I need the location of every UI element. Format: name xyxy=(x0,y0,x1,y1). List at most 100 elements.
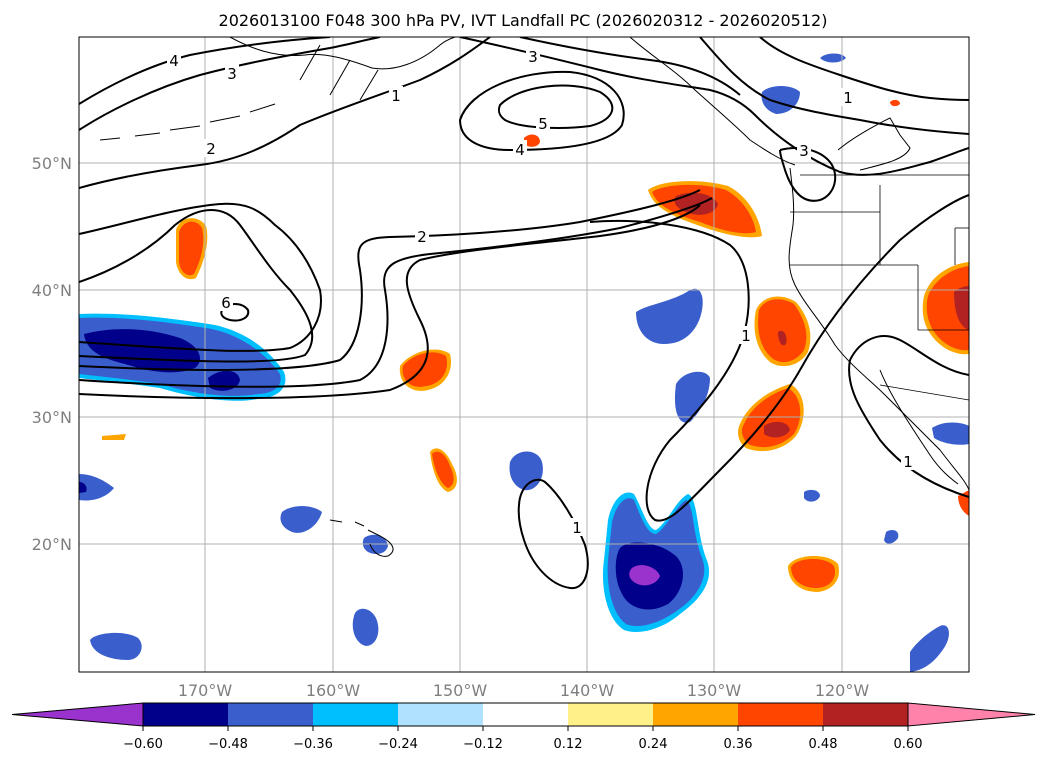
latitude-label: 30°N xyxy=(32,408,72,427)
contour-label: 2 xyxy=(417,228,427,246)
coastline xyxy=(879,369,959,485)
anomaly-blob xyxy=(926,266,969,351)
anomaly-blob xyxy=(804,489,820,502)
anomaly-blob xyxy=(890,99,900,107)
colorbar-tick-label: 0.24 xyxy=(639,737,668,752)
latitude-label: 40°N xyxy=(32,281,72,300)
coastline xyxy=(329,519,394,557)
coastline xyxy=(788,167,969,491)
colorbar-extend-max xyxy=(907,702,1036,727)
anomaly-blob xyxy=(674,371,710,423)
pv-contour xyxy=(699,37,969,135)
anomaly-blob xyxy=(352,608,379,646)
state-borders xyxy=(790,174,969,401)
colorbar-segment xyxy=(398,703,483,726)
latitude-label: 20°N xyxy=(32,535,72,554)
colorbar-tick-label: 0.48 xyxy=(809,737,838,752)
colorbar-segment xyxy=(483,703,568,726)
colorbar-segment xyxy=(568,703,653,726)
colorbar-tick-label: −0.24 xyxy=(378,737,418,752)
anomaly-blob xyxy=(629,565,660,586)
pv-contour xyxy=(848,335,969,498)
pv-contour xyxy=(519,37,741,96)
pv-contour xyxy=(79,197,713,388)
anomaly-blob xyxy=(102,434,126,440)
pv-contour xyxy=(220,303,250,322)
pv-contours xyxy=(79,37,969,590)
colorbar-segment xyxy=(313,703,398,726)
anomaly-blob xyxy=(524,134,540,147)
coastlines xyxy=(99,37,969,557)
pv-contour xyxy=(589,194,969,522)
shaded-anomalies xyxy=(79,53,969,672)
anomaly-blob xyxy=(764,421,790,438)
colorbar-tick-label: −0.12 xyxy=(463,737,503,752)
anomaly-blob xyxy=(820,53,846,63)
contour-label: 3 xyxy=(227,65,237,83)
pv-contour xyxy=(517,478,589,590)
contour-label: 6 xyxy=(221,294,231,312)
contour-label-bg xyxy=(570,518,584,536)
contour-label-bg xyxy=(901,452,915,470)
colorbar-tick-label: −0.48 xyxy=(208,737,248,752)
contour-label-bg xyxy=(204,139,218,157)
anomaly-blob xyxy=(932,422,969,445)
anomaly-blob xyxy=(791,558,836,588)
anomaly-blob xyxy=(79,482,87,493)
pv-contour xyxy=(759,37,969,101)
latitude-labels: 50°N 40°N 30°N 20°N xyxy=(32,154,72,554)
pv-contour xyxy=(459,37,969,176)
anomaly-blob xyxy=(79,474,114,501)
contour-label-bg xyxy=(536,114,550,132)
colorbar-tick-label: −0.36 xyxy=(293,737,333,752)
figure-title: 2026013100 F048 300 hPa PV, IVT Landfall… xyxy=(219,11,828,30)
anomaly-blob xyxy=(179,221,204,276)
anomaly-blob xyxy=(910,625,949,672)
coastline xyxy=(629,37,796,166)
colorbar-segment xyxy=(738,703,823,726)
contour-label: 1 xyxy=(391,87,401,105)
colorbar-segment xyxy=(823,703,908,726)
pv-contour xyxy=(497,84,614,129)
contour-label: 1 xyxy=(903,453,913,471)
map-frame xyxy=(78,36,970,673)
contour-label-bg xyxy=(797,141,811,159)
pv-contour xyxy=(458,70,625,152)
pv-contour xyxy=(79,209,314,363)
colorbar: −0.60 −0.48 −0.36 −0.24 −0.12 0.12 0.24 0.36 0.4… xyxy=(11,702,1036,752)
anomaly-blob xyxy=(432,451,454,488)
anomaly-blob xyxy=(280,506,322,533)
colorbar-extend-min xyxy=(11,702,144,727)
anomaly-blob xyxy=(636,288,703,344)
anomaly-blob xyxy=(954,286,969,330)
contour-label: 3 xyxy=(528,48,538,66)
pv-contour xyxy=(79,37,491,189)
contour-label-bg xyxy=(415,227,429,245)
longitude-label: 140°W xyxy=(560,681,615,700)
anomaly-blob xyxy=(90,632,142,660)
anomaly-blob xyxy=(84,329,200,373)
pv-contour xyxy=(79,202,322,352)
colorbar-segment xyxy=(143,703,228,726)
longitude-labels: 170°W 160°W 150°W 140°W 130°W 120°W xyxy=(178,681,870,700)
longitude-label: 160°W xyxy=(306,681,361,700)
contour-label: 1 xyxy=(572,519,582,537)
colorbar-segment xyxy=(653,703,738,726)
contour-label: 1 xyxy=(741,327,751,345)
contour-label: 5 xyxy=(538,115,548,133)
contour-label-bg xyxy=(219,293,233,311)
contour-label-bg xyxy=(526,47,540,65)
pv-contour xyxy=(79,37,381,131)
contour-label-bg xyxy=(167,51,181,69)
longitude-label: 150°W xyxy=(433,681,488,700)
pv-contour xyxy=(79,204,701,400)
contour-label: 2 xyxy=(206,140,216,158)
contour-label: 3 xyxy=(799,142,809,160)
contour-label: 1 xyxy=(843,89,853,107)
colorbar-tick-label: 0.60 xyxy=(894,737,923,752)
colorbar-tick-label: −0.60 xyxy=(123,737,163,752)
coastline xyxy=(837,117,911,171)
colorbar-tick-label: 0.36 xyxy=(724,737,753,752)
coastline xyxy=(99,103,276,141)
